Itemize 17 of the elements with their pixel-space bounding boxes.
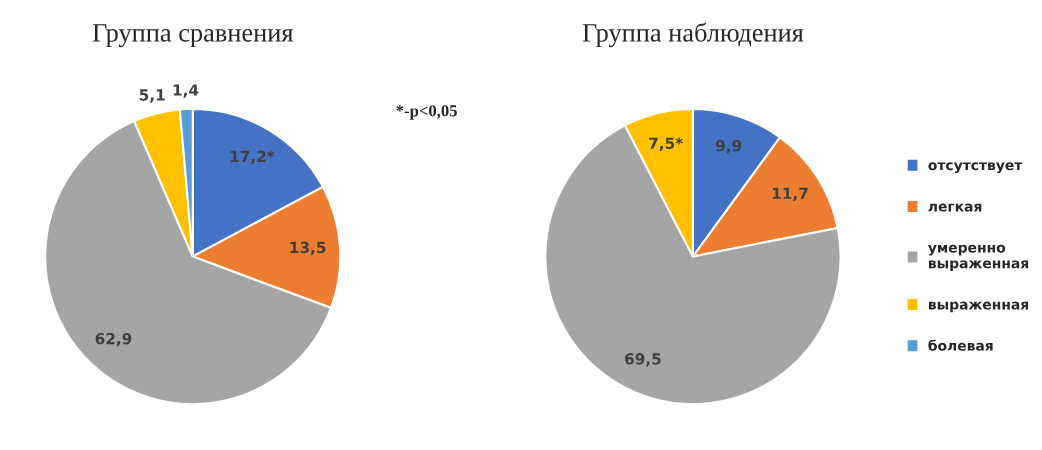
- legend-label: умеренно выраженная: [927, 244, 1029, 272]
- data-label: 9,9: [715, 139, 742, 154]
- legend-label: болевая: [928, 339, 993, 351]
- data-label: 17,2*: [230, 150, 275, 165]
- legend-label: легкая: [928, 203, 982, 212]
- data-label: 1,4: [173, 84, 199, 98]
- text: *-p<0,05: [396, 105, 457, 120]
- data-label: 69,5: [625, 353, 661, 367]
- chart-title: Группа наблюдения: [582, 22, 804, 48]
- legend-label: выраженная: [928, 301, 1029, 313]
- data-label: 7,5*: [649, 137, 683, 152]
- chart-title: Группа сравнения: [92, 24, 294, 48]
- legend-label: отсутствует: [928, 162, 1023, 174]
- data-label: 13,5: [290, 241, 326, 256]
- data-label: 62,9: [95, 332, 132, 347]
- data-label: 11,7: [772, 187, 808, 202]
- data-label: 5,1: [139, 89, 165, 103]
